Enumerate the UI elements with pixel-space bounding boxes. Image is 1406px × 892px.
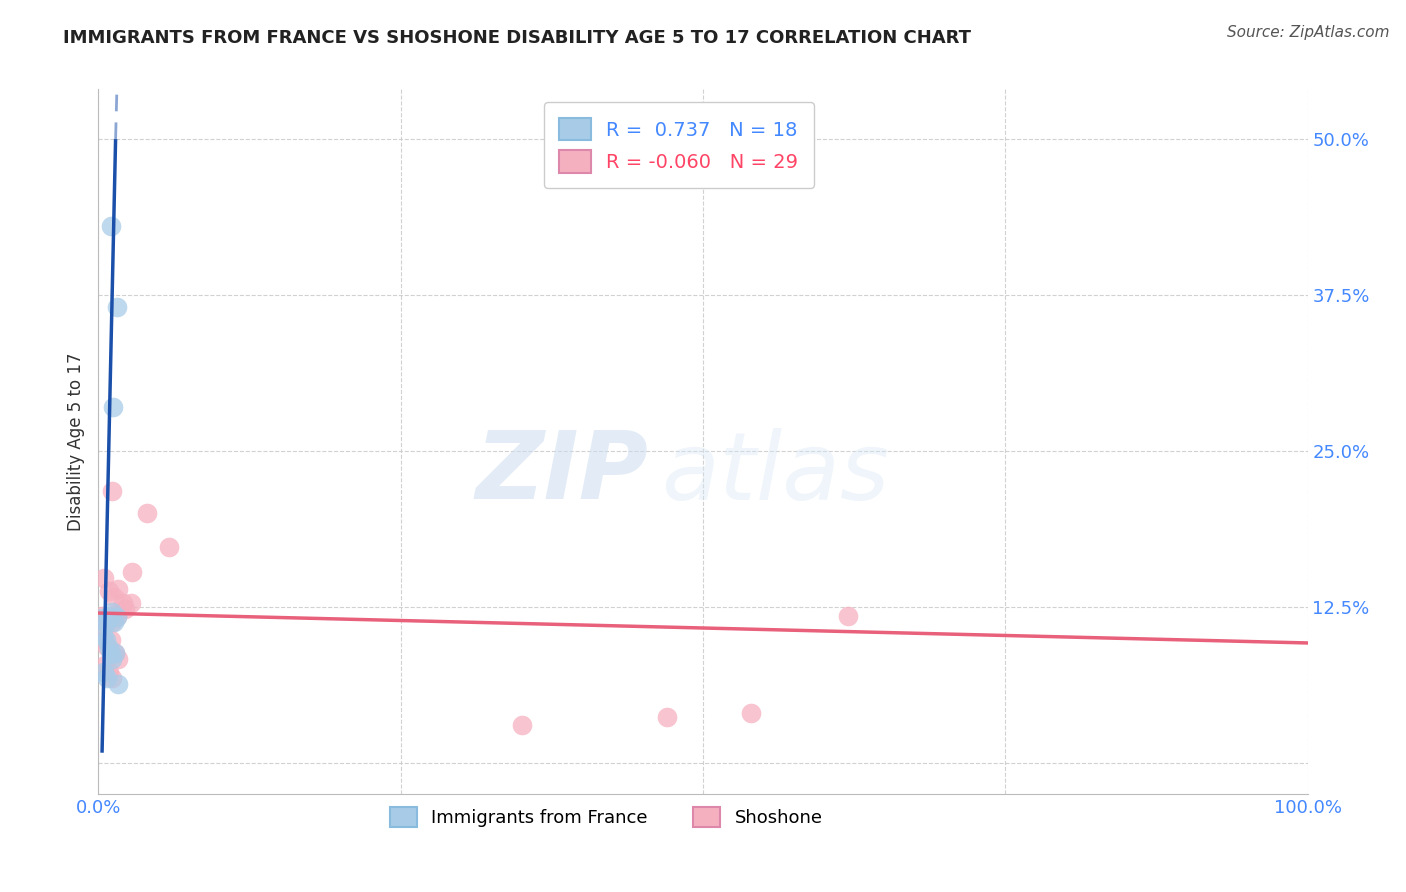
Point [107,652,129,666]
Point [101,652,124,666]
Point [105,609,128,624]
Point [100,219,122,234]
Point [114,602,136,616]
Point [100,605,122,619]
Point [98,583,121,598]
Point [740,706,762,720]
Point [96,671,118,685]
Point [121,565,143,579]
Point [105,301,128,315]
Point [103,615,125,629]
Text: atlas: atlas [661,428,889,519]
Point [96,615,118,629]
Point [104,646,127,660]
Point [97,665,120,679]
Point [101,671,124,685]
Point [98,608,121,623]
Point [103,590,125,604]
Point [100,647,122,661]
Point [101,615,124,629]
Point [655,709,678,723]
Point [135,506,157,520]
Point [96,640,118,654]
Point [100,633,122,648]
Text: ZIP: ZIP [475,427,648,519]
Point [510,718,533,732]
Point [107,677,129,691]
Point [93,665,115,679]
Point [91,611,114,625]
Point [93,571,115,585]
Point [91,628,114,642]
Point [157,540,180,554]
Point [107,582,129,597]
Point [101,401,124,415]
Text: Source: ZipAtlas.com: Source: ZipAtlas.com [1226,25,1389,40]
Point [94,658,117,673]
Point [90,627,112,641]
Text: IMMIGRANTS FROM FRANCE VS SHOSHONE DISABILITY AGE 5 TO 17 CORRELATION CHART: IMMIGRANTS FROM FRANCE VS SHOSHONE DISAB… [63,29,972,46]
Legend: Immigrants from France, Shoshone: Immigrants from France, Shoshone [382,800,830,834]
Point [96,633,118,648]
Point [104,646,127,660]
Point [105,608,128,623]
Point [94,615,117,630]
Point [93,633,115,648]
Point [91,608,114,623]
Y-axis label: Disability Age 5 to 17: Disability Age 5 to 17 [66,352,84,531]
Point [97,640,120,655]
Point [100,483,122,498]
Point [98,609,121,624]
Point [837,608,859,623]
Point [120,596,142,610]
Point [111,596,134,610]
